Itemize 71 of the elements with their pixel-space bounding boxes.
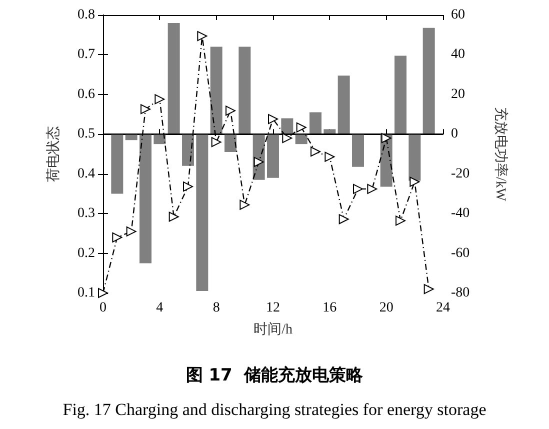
x-tick-label: 0 — [100, 300, 106, 316]
point — [240, 200, 250, 210]
point — [367, 184, 378, 194]
x-axis-title: 时间/h — [254, 322, 292, 338]
y2-tick-label: 40 — [451, 47, 465, 62]
x-tick-label: 4 — [156, 300, 164, 316]
y2-tick-label: -20 — [451, 166, 470, 182]
y-axis-title: 荷电状态 — [46, 126, 62, 182]
bar — [196, 134, 208, 292]
point — [424, 284, 434, 294]
point — [310, 146, 320, 157]
bar — [154, 134, 166, 144]
point — [353, 184, 363, 194]
bar — [310, 112, 322, 134]
x-tick-label: 16 — [322, 300, 337, 316]
x-tick-label: 20 — [379, 300, 394, 316]
text: Fig. 17 Charging and discharging strategies for energy storage — [62, 400, 486, 419]
point — [268, 114, 278, 124]
x-tick-label: 12 — [266, 300, 280, 316]
point — [324, 152, 335, 162]
y2-tick-label: -60 — [451, 246, 470, 261]
bar — [125, 134, 138, 140]
point — [154, 94, 165, 104]
point — [112, 232, 122, 242]
y2-tick-label: 0 — [451, 126, 458, 142]
y-tick-label: 0.8 — [78, 8, 95, 22]
bar — [352, 134, 364, 167]
x-tick-label: 24 — [436, 300, 450, 316]
point — [254, 156, 264, 167]
point — [140, 104, 150, 114]
bar — [182, 134, 194, 166]
bar — [422, 28, 435, 134]
bar — [408, 134, 421, 181]
y-tick-label: 0.6 — [78, 86, 95, 102]
point — [211, 137, 222, 148]
y2-tick-label: -40 — [451, 206, 470, 222]
point — [183, 182, 193, 192]
bar — [324, 129, 336, 134]
y-tick-label: 0.1 — [78, 286, 95, 300]
point — [410, 176, 420, 187]
bar — [238, 46, 251, 134]
y-tick-label: 0.4 — [78, 166, 95, 182]
y2-tick-label: 60 — [451, 8, 465, 22]
bar — [281, 118, 294, 134]
bar — [295, 134, 308, 144]
point — [282, 133, 292, 144]
bar — [140, 134, 152, 264]
point — [381, 133, 392, 144]
bar — [267, 134, 279, 178]
y2-tick-label: -80 — [451, 286, 470, 300]
bar — [224, 134, 236, 152]
bar — [394, 56, 406, 134]
bar — [168, 22, 180, 134]
x-tick-label: 8 — [212, 300, 220, 316]
point — [338, 214, 349, 224]
bar — [338, 76, 350, 134]
y2-tick-label: 20 — [451, 86, 465, 102]
point — [197, 31, 208, 42]
y-tick-label: 0.5 — [78, 126, 95, 142]
y-tick-label: 0.3 — [78, 206, 95, 222]
point — [168, 212, 179, 222]
point — [296, 122, 306, 132]
bar — [111, 134, 124, 194]
point — [126, 226, 136, 236]
point — [396, 216, 406, 226]
y-tick-label: 0.2 — [78, 246, 95, 261]
y-tick-label: 0.7 — [78, 47, 95, 62]
text: 图 17 储能充放电策略 — [186, 366, 364, 386]
point — [226, 106, 236, 116]
y2-axis-title: 充放电功率/kW — [492, 106, 508, 202]
bar — [210, 46, 222, 134]
